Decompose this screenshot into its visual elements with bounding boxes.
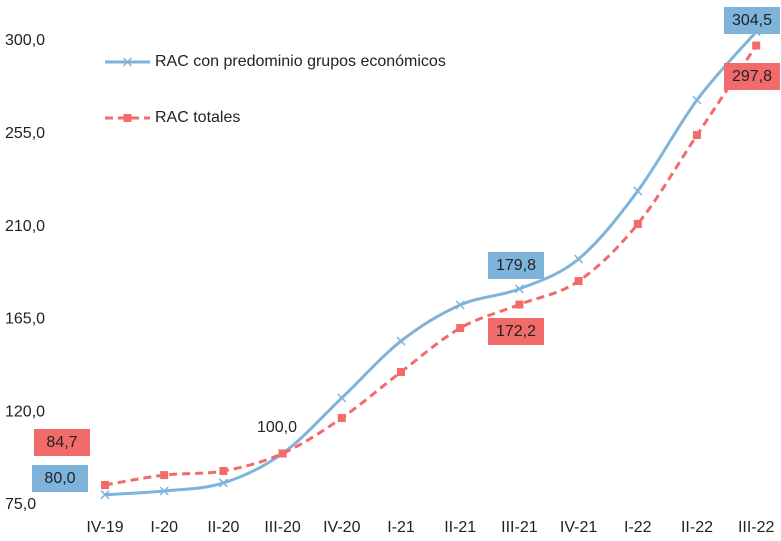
marker — [160, 471, 169, 480]
x-tick-label: I-20 — [150, 519, 178, 536]
marker — [397, 367, 405, 376]
marker — [515, 300, 524, 309]
label-box — [724, 7, 780, 34]
series-line — [104, 30, 758, 497]
x-tick-label: III-20 — [264, 519, 301, 536]
marker — [123, 114, 132, 122]
x-tick-label: III-22 — [738, 519, 775, 536]
x-tick-label: II-22 — [681, 519, 713, 536]
marker — [693, 131, 701, 140]
marker — [456, 324, 465, 333]
marker — [122, 57, 133, 67]
marker — [574, 254, 584, 264]
legend-label: RAC totales — [155, 109, 240, 126]
x-tick-label: IV-19 — [86, 519, 123, 536]
marker — [633, 219, 642, 228]
label-box — [488, 318, 544, 345]
x-tick-label: IV-20 — [323, 519, 360, 536]
marker — [337, 393, 347, 403]
marker — [100, 490, 110, 500]
marker — [101, 480, 109, 489]
y-tick-label: 300,0 — [5, 32, 45, 49]
marker — [159, 486, 169, 496]
marker — [633, 186, 643, 196]
x-tick-label: I-21 — [387, 519, 415, 536]
marker — [218, 478, 228, 488]
y-tick-label: 75,0 — [5, 496, 36, 513]
label-box — [724, 63, 780, 90]
data-label: 297,8 — [732, 68, 772, 85]
label-box — [488, 252, 544, 279]
x-tick-label: II-20 — [207, 519, 239, 536]
data-label: 179,8 — [496, 257, 536, 274]
marker — [752, 41, 761, 50]
data-label: 100,0 — [257, 419, 297, 436]
marker — [396, 336, 406, 346]
data-label: 304,5 — [732, 12, 772, 29]
data-label: 80,0 — [44, 470, 75, 487]
marker — [219, 466, 228, 475]
y-tick-label: 165,0 — [5, 311, 45, 328]
label-box — [32, 465, 88, 492]
marker — [692, 95, 702, 105]
label-box — [34, 429, 90, 456]
x-tick-label: III-21 — [501, 519, 538, 536]
x-tick-label: IV-21 — [560, 519, 597, 536]
legend-label: RAC con predominio grupos económicos — [155, 53, 446, 70]
y-tick-label: 255,0 — [5, 125, 45, 142]
y-tick-label: 120,0 — [5, 403, 45, 420]
data-label: 172,2 — [496, 323, 536, 340]
x-tick-label: I-22 — [624, 519, 652, 536]
marker — [514, 284, 524, 294]
x-tick-label: II-21 — [444, 519, 476, 536]
marker — [278, 449, 287, 458]
data-label: 84,7 — [46, 434, 77, 451]
marker — [574, 277, 583, 286]
marker — [455, 300, 465, 310]
marker — [337, 413, 346, 422]
y-tick-label: 210,0 — [5, 218, 45, 235]
